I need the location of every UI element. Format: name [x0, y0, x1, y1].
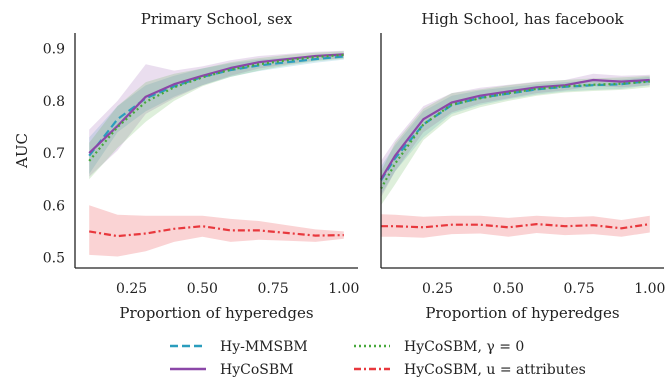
series-line-4 [89, 225, 344, 238]
confidence-band-3 [89, 51, 344, 180]
legend-item-4: HyCoSBM, u = attributes [354, 362, 586, 378]
panel-title: High School, has facebook [421, 10, 624, 28]
y-tick-label: 0.8 [43, 94, 65, 110]
series-line-4 [381, 223, 650, 230]
confidence-band-1 [89, 53, 344, 174]
series-line-3 [380, 80, 650, 190]
y-tick-label: 0.6 [43, 198, 65, 214]
legend-label: Hy-MMSBM [220, 339, 308, 355]
confidence-band-4 [381, 214, 650, 238]
x-tick-label: 0.50 [187, 281, 218, 297]
legend-label: HyCoSBM, u = attributes [404, 362, 586, 378]
x-tick-label: 0.75 [564, 281, 595, 297]
x-axis-label: Proportion of hyperedges [425, 304, 619, 322]
y-tick-label: 0.9 [43, 42, 65, 58]
series-line-1 [88, 55, 344, 157]
y-tick-label: 0.5 [43, 251, 65, 267]
confidence-band-4 [89, 205, 344, 257]
confidence-band-3 [381, 75, 650, 206]
series-line-2 [88, 53, 344, 154]
series-line-1 [380, 79, 650, 181]
legend-item-2: HyCoSBM [170, 362, 293, 378]
y-tick-label: 0.7 [43, 146, 65, 162]
x-tick-label: 0.25 [422, 281, 453, 297]
x-tick-label: 1.00 [634, 281, 665, 297]
panel-1: Primary School, sex 0.25 0.50 0.75 1.00 Propo… [13, 10, 359, 322]
legend: Hy-MMSBM HyCoSBM HyCoSBM, γ = 0 HyCoSBM, u … [170, 339, 586, 378]
x-tick-label: 0.25 [116, 281, 147, 297]
y-axis-label: AUC [13, 133, 31, 169]
legend-label: HyCoSBM [220, 362, 293, 378]
confidence-band-2 [89, 50, 344, 177]
panel-2: High School, has facebook 0.25 0.50 0.75 1.0… [380, 10, 665, 322]
legend-item-3: HyCoSBM, γ = 0 [354, 339, 524, 355]
x-tick-label: 1.00 [328, 281, 359, 297]
legend-label: HyCoSBM, γ = 0 [404, 339, 524, 355]
legend-item-1: Hy-MMSBM [170, 339, 308, 355]
x-axis-label: Proportion of hyperedges [119, 304, 313, 322]
series-line-2 [380, 78, 650, 180]
x-tick-label: 0.75 [258, 281, 289, 297]
panel-title: Primary School, sex [141, 10, 293, 28]
x-tick-label: 0.50 [493, 281, 524, 297]
